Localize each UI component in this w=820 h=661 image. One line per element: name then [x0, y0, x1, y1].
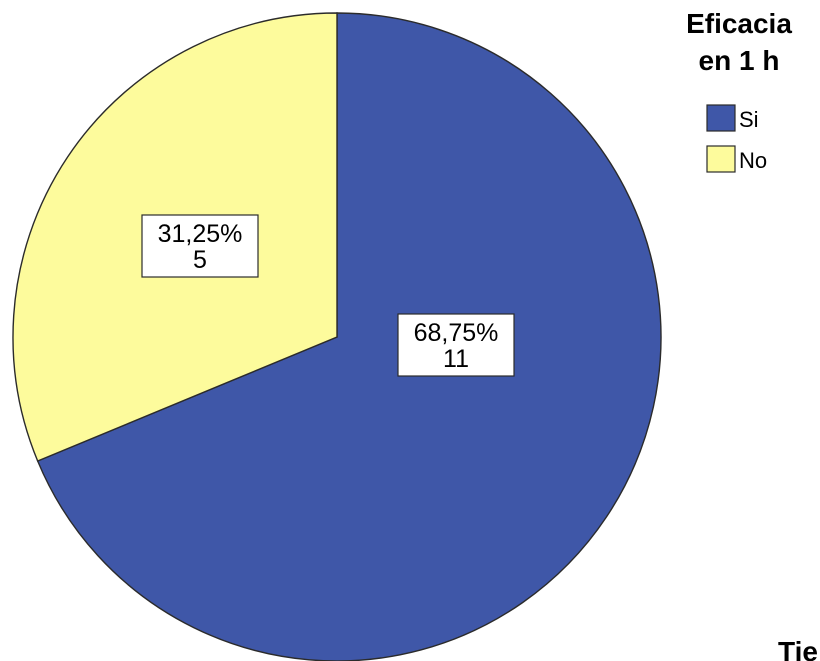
data-label-count: 5	[193, 246, 207, 274]
data-label-count: 11	[443, 345, 469, 373]
data-labels: 68,75%11 31,25%5	[141, 214, 515, 377]
data-label-percent: 68,75%	[414, 319, 499, 347]
data-label-no: 31,25%5	[141, 214, 259, 278]
data-label-box	[397, 313, 515, 377]
pie-slice-si	[36, 12, 662, 661]
legend-entry-si: Si	[739, 107, 759, 132]
pie-slices	[12, 12, 662, 661]
legend-swatch-si	[706, 104, 736, 132]
legend-entry-no: No	[739, 148, 767, 173]
cutoff-title-text: Tie	[778, 636, 818, 661]
data-label-percent: 31,25%	[158, 220, 243, 248]
data-label-box	[141, 214, 259, 278]
legend-swatch-no	[706, 145, 736, 173]
legend-title-line-2: en 1 h	[699, 45, 780, 76]
legend: Eficacia en 1 h Si No	[686, 8, 792, 173]
data-label-si: 68,75%11	[397, 313, 515, 377]
legend-title-line-1: Eficacia	[686, 8, 792, 39]
